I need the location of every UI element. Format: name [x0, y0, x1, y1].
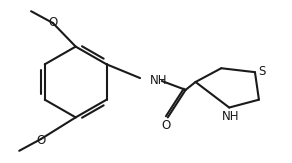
Text: O: O — [48, 15, 58, 29]
Text: O: O — [161, 119, 171, 132]
Text: NH: NH — [221, 110, 239, 123]
Text: S: S — [258, 65, 266, 78]
Text: O: O — [36, 134, 46, 148]
Text: NH: NH — [150, 74, 167, 87]
